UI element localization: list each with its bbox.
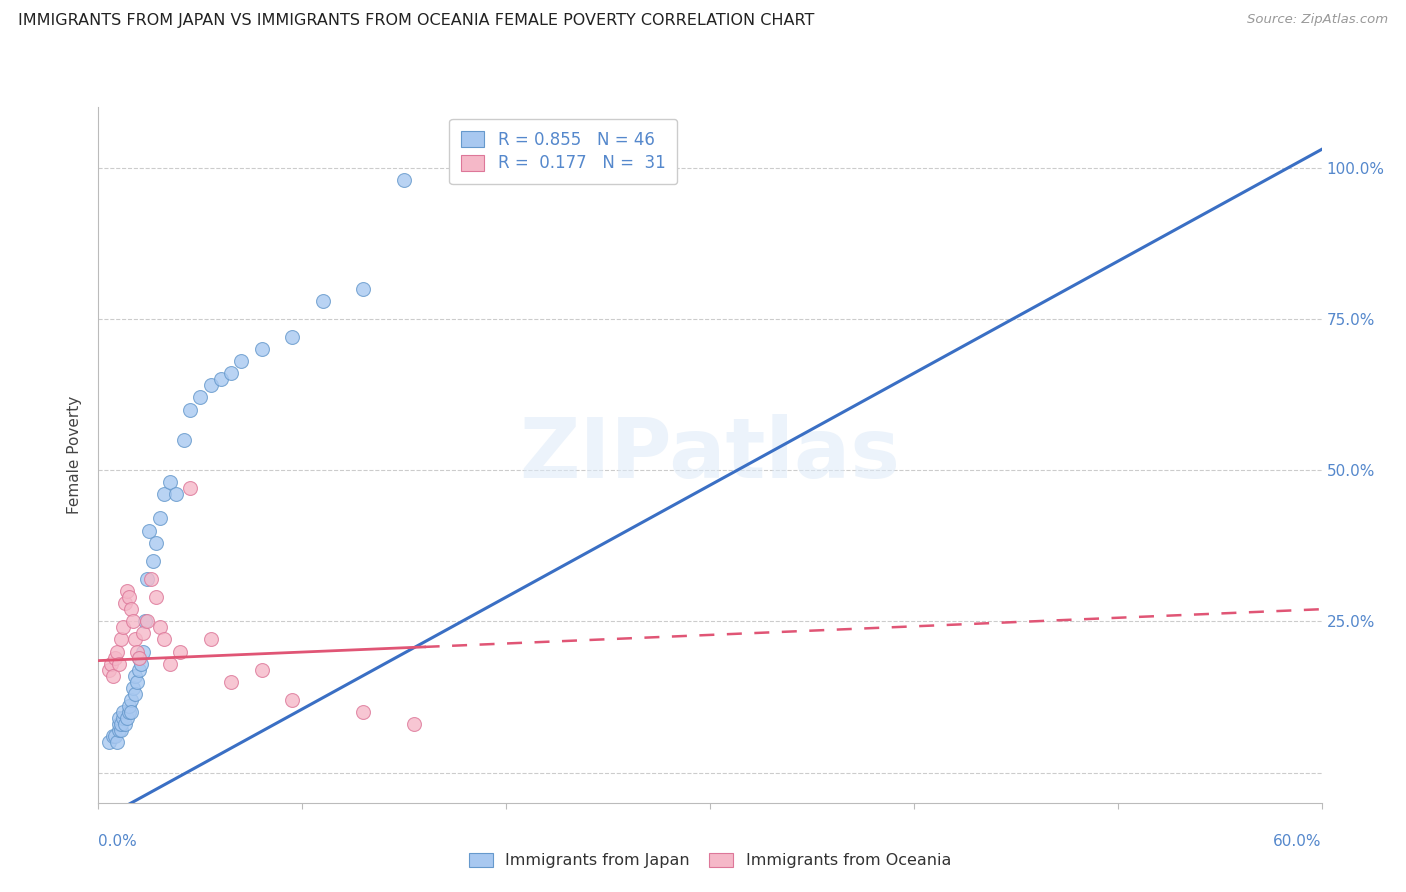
Point [118, 698, 141, 713]
Point [101, 669, 124, 683]
Point [105, 644, 128, 658]
Point [124, 687, 146, 701]
Point [250, 663, 273, 677]
Point [108, 657, 131, 671]
Point [120, 693, 142, 707]
Point [136, 615, 159, 629]
Point [110, 632, 132, 647]
Point [111, 620, 134, 634]
Point [352, 281, 374, 295]
Point [101, 729, 124, 743]
Point [136, 572, 159, 586]
Point [173, 433, 195, 447]
Point [145, 590, 167, 604]
Point [159, 475, 181, 490]
Point [97, 735, 120, 749]
Point [118, 705, 141, 719]
Point [352, 705, 374, 719]
Point [127, 674, 149, 689]
Point [127, 644, 149, 658]
Text: 60.0%: 60.0% [1274, 834, 1322, 849]
Point [114, 717, 136, 731]
Point [281, 330, 304, 344]
Point [219, 674, 242, 689]
Point [132, 644, 155, 658]
Text: IMMIGRANTS FROM JAPAN VS IMMIGRANTS FROM OCEANIA FEMALE POVERTY CORRELATION CHAR: IMMIGRANTS FROM JAPAN VS IMMIGRANTS FROM… [18, 13, 814, 29]
Point [120, 602, 142, 616]
Point [134, 615, 156, 629]
Point [165, 487, 187, 501]
Point [152, 487, 174, 501]
Point [188, 391, 212, 405]
Point [200, 378, 222, 392]
Point [111, 711, 134, 725]
Point [124, 632, 146, 647]
Point [281, 693, 304, 707]
Point [132, 626, 155, 640]
Point [209, 372, 232, 386]
Point [149, 620, 172, 634]
Point [141, 572, 163, 586]
Point [142, 554, 165, 568]
Y-axis label: Female Poverty: Female Poverty [67, 396, 83, 514]
Point [110, 723, 132, 738]
Point [231, 354, 253, 368]
Point [114, 596, 136, 610]
Point [179, 402, 201, 417]
Point [200, 632, 222, 647]
Point [100, 657, 122, 671]
Point [115, 584, 138, 599]
Text: ZIPatlas: ZIPatlas [520, 415, 900, 495]
Point [124, 669, 146, 683]
Point [128, 650, 150, 665]
Point [108, 723, 131, 738]
Point [392, 172, 416, 186]
Point [149, 511, 172, 525]
Point [118, 590, 141, 604]
Point [312, 293, 335, 308]
Point [108, 711, 131, 725]
Point [110, 717, 132, 731]
Point [122, 615, 145, 629]
Point [169, 644, 191, 658]
Point [128, 663, 150, 677]
Point [104, 650, 127, 665]
Point [250, 342, 273, 356]
Point [111, 705, 134, 719]
Point [138, 524, 160, 538]
Point [404, 717, 426, 731]
Point [219, 366, 242, 380]
Point [179, 481, 201, 495]
Point [115, 711, 138, 725]
Point [108, 717, 131, 731]
Point [128, 650, 150, 665]
Point [145, 535, 167, 549]
Point [105, 735, 128, 749]
Point [129, 657, 152, 671]
Point [122, 681, 145, 695]
Point [159, 657, 181, 671]
Text: Source: ZipAtlas.com: Source: ZipAtlas.com [1247, 13, 1388, 27]
Text: 0.0%: 0.0% [98, 834, 138, 849]
Point [97, 663, 120, 677]
Legend: Immigrants from Japan, Immigrants from Oceania: Immigrants from Japan, Immigrants from O… [463, 847, 957, 875]
Point [152, 632, 174, 647]
Point [120, 705, 142, 719]
Point [104, 729, 127, 743]
